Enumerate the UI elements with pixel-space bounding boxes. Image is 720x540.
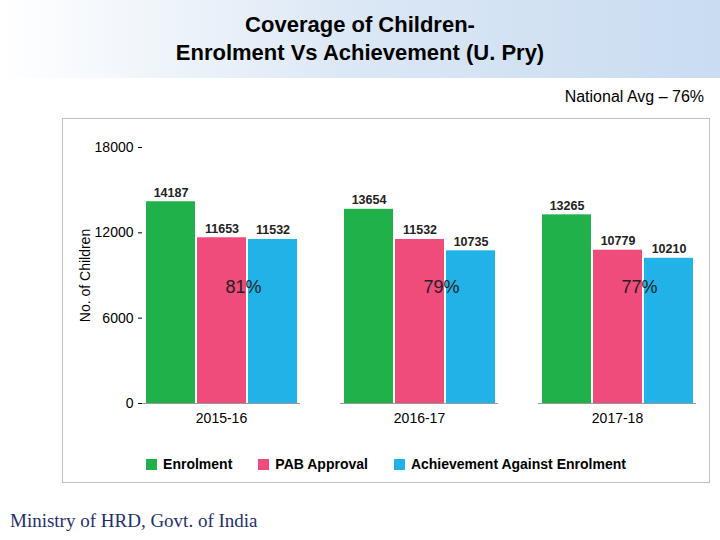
svg-text:10779: 10779 — [601, 234, 636, 248]
svg-text:0: 0 — [126, 395, 134, 411]
html-text:Ministry of HRD, Govt. of Indi: Ministry of HRD, Govt. of India — [10, 510, 258, 531]
svg-text:11532: 11532 — [403, 223, 437, 237]
html-text:Coverage of Children- Enrolmen: Coverage of Children- Enrolment Vs Achie… — [175, 12, 545, 65]
svg-text:77%: 77% — [621, 277, 657, 297]
svg-text:10210: 10210 — [652, 242, 687, 256]
svg-text:2015-16: 2015-16 — [196, 410, 248, 426]
svg-text:6000: 6000 — [102, 310, 133, 326]
svg-text:14187: 14187 — [154, 186, 189, 200]
html-text:National Avg – 76%: National Avg – 76% — [564, 88, 704, 105]
svg-text:10735: 10735 — [454, 235, 489, 249]
svg-text:2017-18: 2017-18 — [592, 410, 644, 426]
html-text:Achievement Against Enrolment: Achievement Against Enrolment — [410, 456, 626, 472]
svg-text:11532: 11532 — [256, 223, 290, 237]
svg-text:2016-17: 2016-17 — [394, 410, 446, 426]
html-text:Enrolment: Enrolment — [163, 456, 233, 472]
svg-text:13654: 13654 — [352, 193, 387, 207]
svg-text:18000: 18000 — [95, 139, 134, 155]
svg-text:11653: 11653 — [205, 222, 239, 236]
svg-text:12000: 12000 — [95, 224, 134, 240]
svg-text:81%: 81% — [225, 277, 261, 297]
svg-text:No. of Children: No. of Children — [77, 229, 93, 322]
svg-text:79%: 79% — [423, 277, 459, 297]
svg-text:13265: 13265 — [550, 199, 585, 213]
html-text:PAB Approval: PAB Approval — [275, 456, 368, 472]
